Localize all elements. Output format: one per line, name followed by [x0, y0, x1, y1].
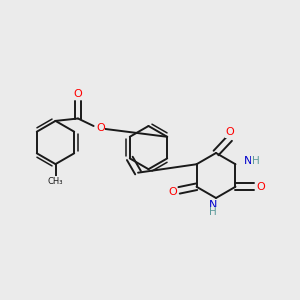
Text: O: O: [226, 127, 235, 137]
Text: H: H: [252, 156, 260, 166]
Text: N: N: [209, 200, 217, 211]
Text: H: H: [209, 207, 217, 217]
Text: O: O: [96, 123, 105, 133]
Text: CH₃: CH₃: [48, 177, 63, 186]
Text: O: O: [256, 182, 265, 192]
Text: O: O: [168, 187, 177, 196]
Text: O: O: [74, 89, 82, 100]
Text: N: N: [244, 156, 252, 166]
